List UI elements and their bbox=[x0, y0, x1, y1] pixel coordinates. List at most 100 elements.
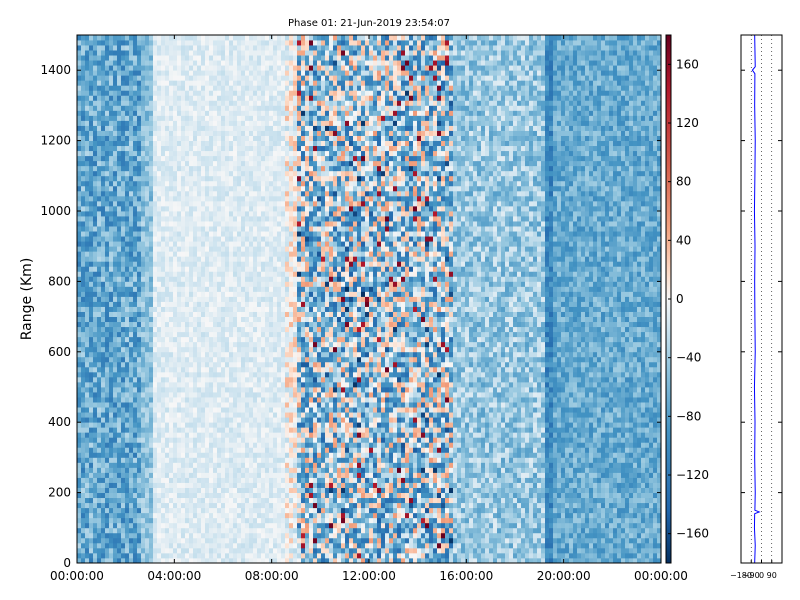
heatmap-cell bbox=[205, 175, 210, 182]
heatmap-cell bbox=[237, 125, 242, 131]
heatmap-cell bbox=[157, 35, 162, 41]
heatmap-cell bbox=[225, 85, 230, 91]
heatmap-cell bbox=[221, 557, 226, 564]
heatmap-cell bbox=[77, 35, 82, 41]
heatmap-cell bbox=[189, 296, 194, 302]
heatmap-cell bbox=[241, 130, 246, 136]
heatmap-cell bbox=[257, 331, 262, 338]
heatmap-cell bbox=[145, 392, 150, 398]
heatmap-cell bbox=[181, 205, 186, 212]
heatmap-cell bbox=[237, 296, 242, 302]
heatmap-cell bbox=[165, 271, 170, 277]
heatmap-cell bbox=[125, 376, 130, 383]
heatmap-cell bbox=[169, 432, 174, 438]
heatmap-cell bbox=[89, 366, 94, 373]
heatmap-cell bbox=[125, 371, 130, 378]
heatmap-cell bbox=[205, 155, 210, 162]
heatmap-cell bbox=[165, 180, 170, 187]
heatmap-cell bbox=[181, 296, 186, 302]
heatmap-cell bbox=[157, 150, 162, 157]
heatmap-cell bbox=[225, 125, 230, 131]
heatmap-cell bbox=[85, 100, 90, 106]
heatmap-cell bbox=[225, 65, 230, 71]
heatmap-cell bbox=[225, 517, 230, 524]
heatmap-cell bbox=[117, 457, 122, 463]
heatmap-cell bbox=[197, 477, 202, 483]
heatmap-cell bbox=[121, 296, 126, 302]
heatmap-cell bbox=[217, 45, 222, 51]
heatmap-cell bbox=[241, 60, 246, 66]
heatmap-cell bbox=[221, 341, 226, 348]
heatmap-cell bbox=[217, 457, 222, 463]
heatmap-cell bbox=[149, 45, 154, 51]
heatmap-cell bbox=[133, 65, 138, 71]
heatmap-cell bbox=[105, 165, 110, 172]
heatmap-cell bbox=[169, 236, 174, 242]
heatmap-cell bbox=[117, 437, 122, 443]
heatmap-cell bbox=[221, 110, 226, 116]
heatmap-cell bbox=[169, 266, 174, 272]
heatmap-cell bbox=[185, 65, 190, 71]
heatmap-cell bbox=[157, 271, 162, 277]
heatmap-cell bbox=[185, 512, 190, 519]
heatmap-cell bbox=[193, 110, 198, 116]
heatmap-cell bbox=[165, 537, 170, 544]
heatmap-cell bbox=[213, 251, 218, 257]
heatmap-cell bbox=[129, 45, 134, 51]
heatmap-cell bbox=[125, 447, 130, 453]
heatmap-cell bbox=[261, 170, 266, 177]
heatmap-cell bbox=[229, 557, 234, 564]
heatmap-cell bbox=[129, 180, 134, 187]
heatmap-cell bbox=[145, 366, 150, 373]
heatmap-cell bbox=[177, 60, 182, 66]
heatmap-cell bbox=[133, 266, 138, 272]
heatmap-cell bbox=[253, 502, 258, 509]
heatmap-cell bbox=[265, 477, 270, 483]
heatmap-cell bbox=[233, 366, 238, 373]
heatmap-cell bbox=[101, 115, 106, 121]
heatmap-cell bbox=[121, 301, 126, 307]
heatmap-cell bbox=[257, 150, 262, 157]
heatmap-cell bbox=[257, 301, 262, 307]
heatmap-cell bbox=[221, 190, 226, 197]
heatmap-cell bbox=[205, 351, 210, 358]
heatmap-cell bbox=[185, 40, 190, 46]
heatmap-cell bbox=[109, 236, 114, 242]
heatmap-cell bbox=[141, 432, 146, 438]
heatmap-cell bbox=[225, 326, 230, 333]
heatmap-cell bbox=[245, 316, 250, 323]
heatmap-cell bbox=[261, 125, 266, 131]
heatmap-cell bbox=[229, 397, 234, 403]
heatmap-cell bbox=[129, 381, 134, 388]
heatmap-cell bbox=[81, 497, 86, 504]
heatmap-cell bbox=[117, 547, 122, 554]
heatmap-cell bbox=[89, 205, 94, 212]
heatmap-cell bbox=[209, 497, 214, 504]
heatmap-cell bbox=[113, 145, 118, 152]
heatmap-cell bbox=[89, 397, 94, 403]
heatmap-cell bbox=[137, 527, 142, 534]
heatmap-cell bbox=[241, 291, 246, 297]
heatmap-cell bbox=[245, 286, 250, 292]
heatmap-cell bbox=[201, 50, 206, 56]
heatmap-cell bbox=[153, 442, 158, 448]
heatmap-cell bbox=[249, 60, 254, 66]
heatmap-cells bbox=[77, 35, 662, 564]
heatmap-cell bbox=[85, 286, 90, 292]
heatmap-cell bbox=[165, 110, 170, 116]
heatmap-cell bbox=[93, 251, 98, 257]
heatmap-cell bbox=[161, 427, 166, 433]
heatmap-cell bbox=[209, 281, 214, 287]
heatmap-cell bbox=[117, 376, 122, 383]
heatmap-cell bbox=[133, 527, 138, 534]
heatmap-cell bbox=[221, 35, 226, 41]
heatmap-cell bbox=[261, 60, 266, 66]
heatmap-cell bbox=[165, 195, 170, 202]
heatmap-cell bbox=[249, 361, 254, 368]
heatmap-cell bbox=[97, 55, 102, 61]
heatmap-cell bbox=[213, 236, 218, 242]
heatmap-cell bbox=[169, 95, 174, 101]
heatmap-cell bbox=[185, 75, 190, 81]
heatmap-cell bbox=[153, 397, 158, 403]
heatmap-cell bbox=[89, 165, 94, 172]
